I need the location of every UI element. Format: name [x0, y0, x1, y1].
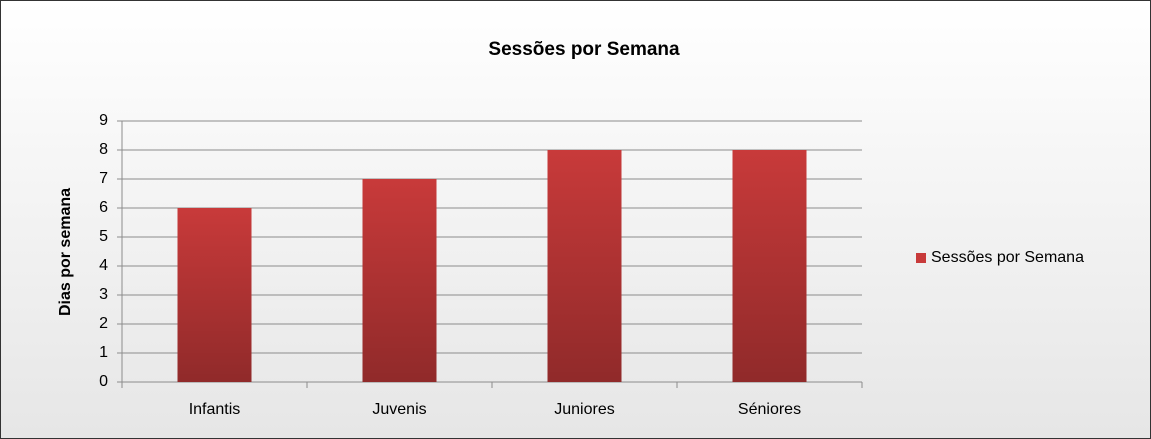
bar-shade: [547, 150, 622, 382]
bar-shade: [732, 150, 807, 382]
y-tick-label: 6: [99, 199, 108, 216]
x-tick-label: Juvenis: [372, 401, 426, 418]
x-tick-label: Infantis: [189, 401, 241, 418]
chart-title: Sessões por Semana: [488, 39, 680, 60]
x-tick-label: Séniores: [738, 401, 801, 418]
legend-swatch: [916, 253, 926, 263]
y-tick-label: 7: [99, 170, 108, 187]
y-tick-label: 9: [99, 112, 108, 129]
y-tick-label: 3: [99, 286, 108, 303]
y-tick-label: 4: [99, 257, 108, 274]
legend-label: Sessões por Semana: [931, 249, 1084, 266]
bar-shade: [362, 179, 437, 382]
y-tick-label: 8: [99, 141, 108, 158]
x-tick-label: Juniores: [554, 401, 614, 418]
y-axis-label: Dias por semana: [57, 188, 74, 316]
y-tick-label: 1: [99, 344, 108, 361]
y-tick-label: 0: [99, 373, 108, 390]
y-tick-label: 2: [99, 315, 108, 332]
bar-shade: [177, 208, 252, 382]
y-tick-label: 5: [99, 228, 108, 245]
